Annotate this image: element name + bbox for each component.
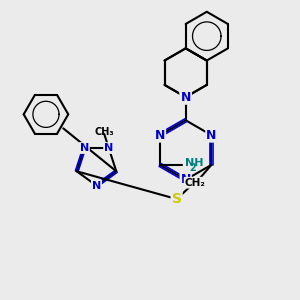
- Text: S: S: [172, 192, 182, 206]
- Text: N: N: [181, 91, 191, 103]
- Text: N: N: [155, 129, 165, 142]
- Text: N: N: [181, 91, 191, 103]
- Text: N: N: [92, 181, 101, 191]
- Text: N: N: [80, 143, 89, 153]
- Text: N: N: [206, 129, 217, 142]
- Text: CH₃: CH₃: [94, 127, 114, 137]
- Text: NH: NH: [184, 158, 203, 168]
- Text: CH₂: CH₂: [184, 178, 206, 188]
- Text: N: N: [104, 143, 113, 153]
- Text: N: N: [181, 173, 191, 186]
- Text: 2: 2: [190, 163, 196, 173]
